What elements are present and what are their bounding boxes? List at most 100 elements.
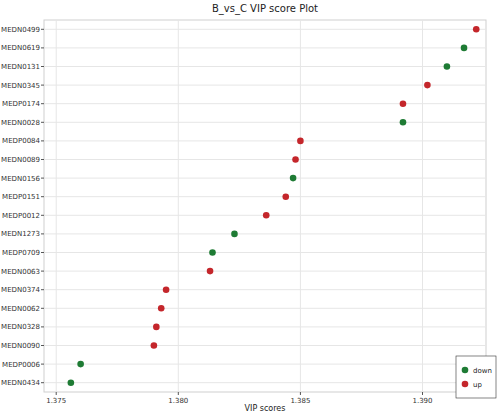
point	[424, 82, 431, 89]
tick-mark	[178, 392, 179, 395]
tick-mark	[422, 392, 423, 395]
grid-line	[300, 20, 301, 392]
tick-mark	[300, 392, 301, 395]
title: B_vs_C VIP score Plot	[212, 3, 318, 15]
point	[473, 26, 480, 33]
axis-label: VIP scores	[245, 404, 286, 413]
point	[163, 286, 170, 293]
tick-mark	[41, 252, 44, 253]
tick-mark	[41, 178, 44, 179]
category-label: MEDN0328	[1, 323, 40, 331]
tick-mark	[41, 47, 44, 48]
tick-mark	[41, 196, 44, 197]
point	[290, 175, 297, 182]
tick-mark	[41, 66, 44, 67]
category-label: MEDN0062	[1, 305, 40, 313]
category-label: MEDP0006	[2, 361, 40, 369]
point	[297, 138, 304, 145]
grid-line	[44, 29, 486, 30]
point	[153, 324, 160, 331]
chart: 1.375 1.380 1.385 1.390 MEDN0499 MEDN0619 MEDN…	[0, 0, 500, 416]
category-label: MEDP0174	[2, 100, 40, 108]
tick-mark	[41, 122, 44, 123]
grid-line	[44, 252, 486, 253]
tick-mark	[41, 382, 44, 383]
point	[77, 361, 84, 368]
grid-line	[44, 382, 486, 383]
tick-label: 1.390	[412, 397, 432, 405]
category-label: MEDN0063	[1, 268, 40, 276]
category-label: MEDN0156	[1, 175, 40, 183]
tick-mark	[56, 392, 57, 395]
tick-mark	[41, 85, 44, 86]
tick-mark	[41, 326, 44, 327]
tick-mark	[41, 271, 44, 272]
grid-line	[56, 20, 57, 392]
grid-line	[44, 308, 486, 309]
point	[68, 379, 75, 386]
legend-label: up	[473, 381, 482, 389]
tick-mark	[41, 215, 44, 216]
grid-line	[44, 271, 486, 272]
legend-marker	[462, 367, 469, 374]
category-label: MEDN0619	[1, 44, 40, 52]
legend-marker	[462, 381, 469, 388]
category-label: MEDN0499	[1, 26, 40, 34]
category-label: MEDN0345	[1, 82, 40, 90]
point	[444, 63, 451, 70]
tick-mark	[41, 140, 44, 141]
tick-mark	[41, 308, 44, 309]
category-label: MEDN0089	[1, 156, 40, 164]
grid-line	[44, 289, 486, 290]
point	[231, 231, 238, 238]
tick-label: 1.380	[168, 397, 188, 405]
category-label: MEDP0012	[2, 212, 40, 220]
grid-line	[44, 178, 486, 179]
legend-box	[456, 356, 496, 398]
point	[282, 193, 289, 200]
grid-line	[44, 122, 486, 123]
point	[151, 342, 158, 349]
grid-line	[44, 233, 486, 234]
tick-mark	[41, 29, 44, 30]
category-label: MEDP0151	[2, 193, 40, 201]
point	[461, 45, 468, 52]
tick-mark	[41, 364, 44, 365]
tick-label: 1.375	[46, 397, 66, 405]
tick-mark	[41, 159, 44, 160]
points	[68, 26, 480, 386]
grid-line	[178, 20, 179, 392]
grid-line	[44, 159, 486, 160]
tick-label: 1.385	[290, 397, 310, 405]
category-label: MEDN0434	[1, 379, 40, 387]
grid-line	[44, 326, 486, 327]
tick-mark	[41, 233, 44, 234]
grid-line	[44, 345, 486, 346]
grid-line	[44, 364, 486, 365]
plot-frame	[44, 20, 486, 392]
point	[400, 100, 407, 107]
tick-mark	[41, 289, 44, 290]
category-label: MEDN0090	[1, 342, 40, 350]
point	[209, 249, 216, 256]
category-label: MEDP0084	[2, 137, 40, 145]
point	[263, 212, 270, 219]
category-label: MEDN0131	[1, 63, 40, 71]
grid-line	[422, 20, 423, 392]
point	[292, 156, 299, 163]
tick-mark	[41, 103, 44, 104]
grid-line	[44, 66, 486, 67]
point	[400, 119, 407, 126]
point	[158, 305, 165, 312]
grid-line	[44, 140, 486, 141]
category-label: MEDN0028	[1, 119, 40, 127]
point	[207, 268, 214, 275]
grid-line	[44, 103, 486, 104]
tick-mark	[41, 345, 44, 346]
category-label: MEDP0709	[2, 249, 40, 257]
legend-label: down	[473, 367, 492, 375]
grid-line	[44, 47, 486, 48]
grid-line	[44, 196, 486, 197]
category-label: MEDN0374	[1, 286, 40, 294]
category-label: MEDN1273	[1, 230, 40, 238]
